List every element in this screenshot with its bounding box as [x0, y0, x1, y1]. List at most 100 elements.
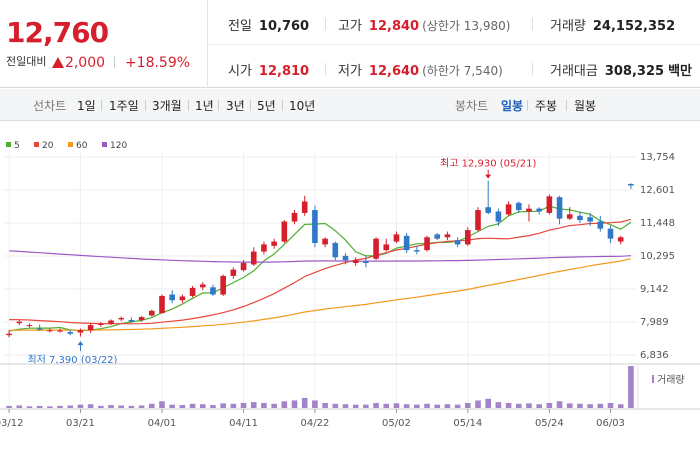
divider — [145, 100, 146, 111]
period-5y[interactable]: 5년 — [257, 99, 276, 113]
period-10y[interactable]: 10년 — [289, 99, 316, 113]
x-tick-label: 06/03 — [596, 418, 625, 429]
volume-bar — [250, 402, 257, 408]
candle-body — [26, 325, 33, 327]
ma120-line — [9, 250, 631, 263]
volume-bar — [393, 403, 400, 408]
candle-body — [149, 310, 155, 316]
divider — [566, 100, 567, 111]
volume-bar — [628, 366, 634, 408]
divider — [250, 100, 251, 111]
candle-body — [128, 319, 135, 322]
y-tick-label: 9,142 — [640, 284, 669, 295]
x-tick-label: 04/22 — [300, 418, 329, 429]
stat-volume: 거래량 24,152,352 — [550, 15, 675, 34]
limit-label: 하한가 — [426, 64, 460, 78]
candle-body — [577, 215, 583, 221]
candle-body — [607, 228, 614, 239]
candle-body — [301, 201, 308, 213]
legend-swatch — [68, 142, 73, 147]
volume-bar — [291, 400, 298, 408]
stat-high: 고가 12,840 (상한가 13,980) — [338, 19, 511, 34]
candle-body — [36, 328, 43, 330]
divider — [532, 63, 533, 75]
volume-bar — [505, 402, 512, 408]
limit-label: 상한가 — [426, 19, 460, 33]
candle-body — [475, 210, 481, 231]
chart-axes: 13,754 12,601 11,448 10,295 9,142 7,989 6,836 0… — [0, 152, 700, 429]
candle-body — [261, 244, 267, 252]
candle-body — [230, 269, 237, 276]
volume-bar — [373, 402, 379, 408]
period-1d[interactable]: 1일 — [77, 99, 96, 113]
volume-bar — [87, 404, 94, 408]
change-percent: +18.59% — [124, 55, 191, 71]
volume-bar — [332, 403, 339, 408]
volume-bar — [301, 397, 308, 408]
divider — [208, 44, 700, 45]
candle-body — [444, 234, 451, 238]
candlestick-chart: 5 20 60 120 거래량 최고 12,930 (05/21) 최저 7,390 (… — [0, 141, 700, 429]
candle-monthly[interactable]: 월봉 — [574, 99, 597, 113]
candle-body — [566, 214, 573, 219]
candle-body — [240, 263, 247, 271]
candle-body — [342, 255, 349, 261]
chart-legend: 5 20 60 120 — [6, 141, 127, 151]
divider — [532, 18, 533, 30]
volume-bar — [322, 402, 328, 408]
candle-weekly[interactable]: 주봉 — [535, 99, 558, 113]
period-3m[interactable]: 3개월 — [152, 99, 182, 113]
candle-body — [281, 221, 288, 242]
divider — [188, 100, 189, 111]
volume-bar — [536, 404, 542, 408]
legend-swatch — [102, 142, 107, 147]
stat-open: 시가 12,810 — [228, 60, 309, 79]
volume-bar — [179, 405, 186, 408]
candle-body — [271, 241, 277, 246]
candle-body — [373, 238, 379, 259]
candle-body — [617, 237, 624, 242]
volume-bar — [465, 402, 471, 408]
volume-bar — [444, 404, 451, 408]
candle-body — [556, 197, 563, 219]
volume-bar — [128, 405, 135, 408]
volume-bar — [597, 403, 604, 408]
volume-bar — [36, 405, 43, 408]
limit-value: 13,980 — [463, 19, 506, 33]
volume-bar — [454, 404, 461, 408]
ma20-line — [9, 218, 632, 325]
period-3y[interactable]: 3년 — [226, 99, 245, 113]
x-tick-label: 03/12 — [0, 418, 24, 429]
legend-swatch — [34, 142, 39, 147]
candle-body — [536, 208, 542, 212]
y-tick-label: 7,989 — [640, 317, 669, 328]
volume-bar — [607, 402, 614, 408]
candle-body — [138, 317, 145, 321]
volume-bar — [342, 404, 349, 408]
stat-value: 12,640 — [368, 64, 420, 79]
volume-bar — [26, 406, 33, 408]
candle-body — [495, 211, 502, 222]
change-value: 2,000 — [64, 55, 106, 71]
x-tick-label: 04/01 — [148, 418, 177, 429]
divider — [218, 100, 219, 111]
candle-body — [352, 260, 359, 264]
volume-bar — [47, 406, 53, 408]
volume-bar — [118, 405, 125, 408]
quote-header: 12,760 전일대비 2,000 +18.59% 전일 10,760 고가 12,… — [0, 0, 700, 88]
y-tick-label: 12,601 — [640, 185, 675, 196]
period-1w[interactable]: 1주일 — [109, 99, 139, 113]
stat-label: 거래대금 — [550, 64, 598, 79]
x-tick-label: 05/02 — [382, 418, 411, 429]
volume-bar — [414, 404, 420, 408]
candle-daily[interactable]: 일봉 — [501, 99, 524, 113]
period-1y[interactable]: 1년 — [195, 99, 214, 113]
volume-bar — [199, 404, 206, 408]
candle-body — [199, 284, 206, 288]
volume-bar — [16, 405, 23, 408]
volume-bar — [169, 404, 175, 408]
volume-bar — [403, 404, 410, 408]
stat-label: 저가 — [338, 64, 362, 79]
y-tick-label: 13,754 — [640, 152, 675, 163]
candle-body — [6, 333, 12, 336]
